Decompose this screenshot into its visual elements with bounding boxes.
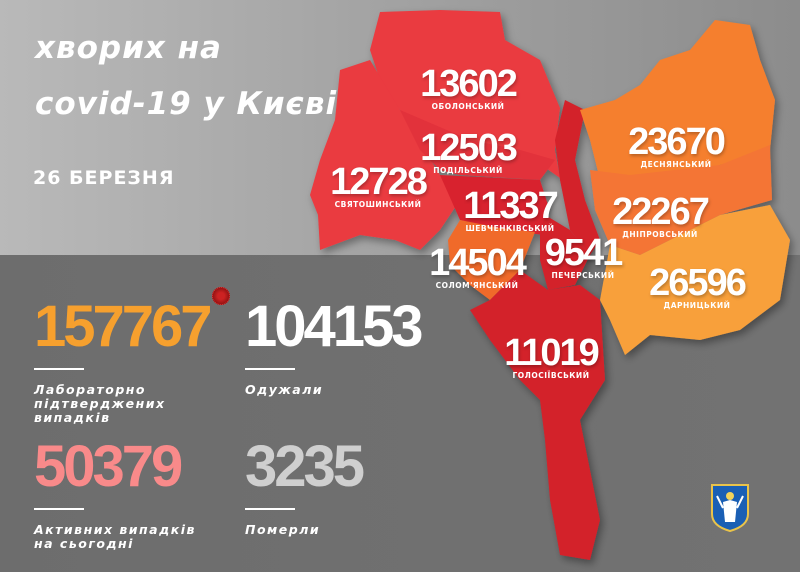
coronavirus-icon [212, 287, 230, 305]
district-shape-obolonskyi [370, 10, 560, 178]
stat-caption: Померли [245, 522, 321, 537]
stat-value: 3235 [245, 434, 365, 499]
date: 26 БЕРЕЗНЯ [33, 167, 175, 189]
stat-active: 50379 Активних випадків на сьогодні [34, 434, 196, 551]
district-name: ГОЛОСІЇВСЬКИЙ [512, 371, 590, 380]
district-dniprovskyi: 22267 ДНІПРОВСЬКИЙ [612, 191, 710, 239]
district-shape-pecherskyi [540, 215, 590, 290]
district-holosiivskyi: 11019 ГОЛОСІЇВСЬКИЙ [504, 332, 600, 380]
stat-caption: Лабораторно підтверджених випадків [34, 382, 166, 425]
district-count: 12728 [330, 161, 428, 203]
district-podilskyi: 12503 ПОДІЛЬСЬКИЙ [420, 127, 518, 175]
district-count: 13602 [420, 63, 518, 105]
district-shape-solomianskyi [448, 220, 535, 300]
stat-caption: Одужали [245, 382, 324, 397]
district-count: 11337 [463, 185, 559, 227]
district-count: 12503 [420, 127, 518, 169]
district-obolonskyi: 13602 ОБОЛОНСЬКИЙ [420, 63, 518, 111]
stat-deaths: 3235 Померли [245, 434, 365, 537]
district-name: ДНІПРОВСЬКИЙ [622, 230, 698, 239]
stat-value: 104153 [245, 294, 424, 359]
divider [245, 508, 295, 510]
divider [245, 368, 295, 370]
divider [34, 368, 84, 370]
district-darnytskyi: 26596 ДАРНИЦЬКИЙ [649, 262, 747, 310]
district-name: ДАРНИЦЬКИЙ [663, 301, 731, 310]
district-count: 9541 [544, 232, 624, 274]
district-count: 26596 [649, 262, 747, 304]
district-desnianskyi: 23670 ДЕСНЯНСЬКИЙ [628, 121, 726, 169]
district-name: ОБОЛОНСЬКИЙ [431, 102, 505, 111]
district-name: СВЯТОШИНСЬКИЙ [334, 200, 422, 209]
district-name: ШЕВЧЕНКІВСЬКИЙ [465, 224, 555, 233]
title-line-1: хворих на [35, 30, 222, 66]
divider [34, 508, 84, 510]
district-name: ДЕСНЯНСЬКИЙ [640, 160, 712, 169]
stat-caption: Активних випадків на сьогодні [34, 522, 196, 551]
district-shape-desnianskyi [580, 20, 775, 180]
stat-value: 157767 [34, 294, 213, 359]
title-line-2: covid-19 у Києві [35, 86, 338, 122]
district-pecherskyi: 9541 ПЕЧЕРСЬКИЙ [544, 232, 624, 280]
district-shape-podilskyi [400, 110, 555, 180]
district-shape-dniprovskyi-river [555, 100, 600, 255]
district-shape-darnytskyi [600, 205, 790, 355]
district-sviatoshynskyi: 12728 СВЯТОШИНСЬКИЙ [330, 161, 428, 209]
district-count: 23670 [628, 121, 726, 163]
district-name: СОЛОМ'ЯНСЬКИЙ [435, 281, 519, 290]
stat-value: 50379 [34, 434, 183, 499]
kyiv-coat-of-arms-icon [711, 484, 749, 532]
stat-confirmed: 157767 Лабораторно підтверджених випадків [34, 294, 213, 425]
district-shape-shevchenkivskyi [440, 175, 548, 235]
district-count: 14504 [429, 242, 527, 284]
stat-recovered: 104153 Одужали [245, 294, 424, 397]
district-name: ПОДІЛЬСЬКИЙ [433, 166, 503, 175]
district-solomianskyi: 14504 СОЛОМ'ЯНСЬКИЙ [429, 242, 527, 290]
district-name: ПЕЧЕРСЬКИЙ [551, 271, 615, 280]
district-count: 22267 [612, 191, 710, 233]
district-shevchenkivskyi: 11337 ШЕВЧЕНКІВСЬКИЙ [463, 185, 559, 233]
district-shape-holosiivskyi [470, 270, 605, 560]
district-shape-sviatoshynskyi [310, 60, 460, 250]
district-count: 11019 [504, 332, 600, 374]
district-shape-dniprovskyi [590, 145, 772, 255]
